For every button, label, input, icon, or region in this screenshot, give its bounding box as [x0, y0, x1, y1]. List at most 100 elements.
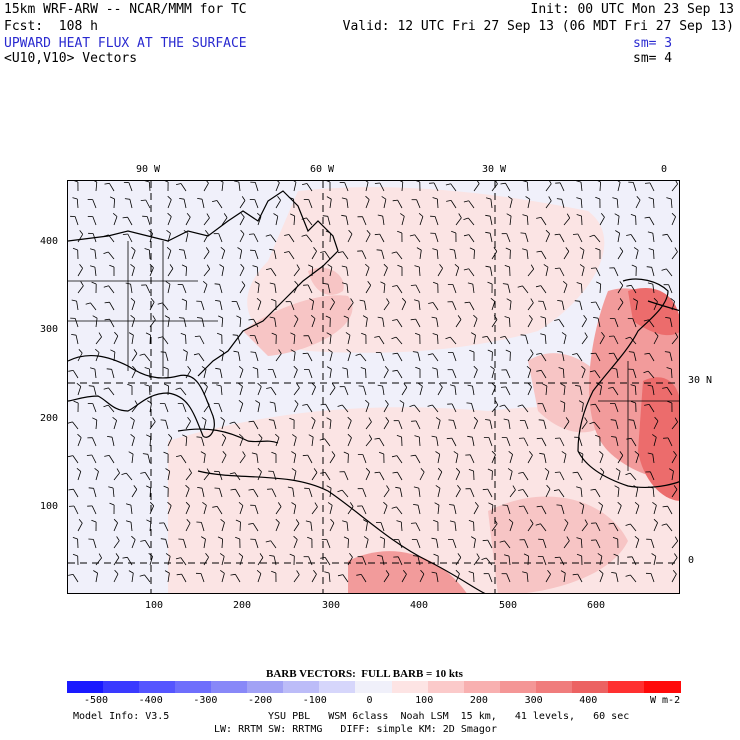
wind-barb-feather — [414, 332, 420, 336]
wind-barb-feather — [289, 553, 295, 557]
wind-barb-feather — [427, 353, 433, 356]
wind-barb-shaft — [273, 250, 277, 260]
wind-barb-feather — [438, 467, 443, 473]
wind-barb-shaft — [542, 539, 547, 549]
wind-barb-shaft — [183, 199, 187, 209]
wind-barb-shaft — [221, 538, 223, 549]
wind-barb-feather — [122, 216, 128, 219]
wind-barb-feather — [89, 248, 96, 251]
wind-barb-feather — [614, 213, 620, 217]
wind-barb-shaft — [396, 251, 403, 260]
wind-barb-shaft — [216, 506, 223, 515]
wind-barb-feather — [619, 247, 624, 252]
wind-barb-shaft — [671, 421, 678, 430]
wind-barb-shaft — [599, 573, 604, 583]
wind-barb-feather — [365, 181, 369, 183]
model-info: Model Info: V3.5 — [73, 711, 170, 722]
wind-barb-feather — [103, 234, 109, 237]
wind-barb-feather — [647, 282, 653, 285]
wind-barb-shaft — [581, 369, 586, 379]
wind-barb-shaft — [650, 573, 655, 583]
wind-barb-shaft — [508, 420, 511, 430]
wind-barb-feather — [305, 520, 311, 523]
wind-barb-feather — [644, 352, 650, 355]
wind-barb-feather — [435, 417, 441, 421]
wind-barb-shaft — [652, 454, 655, 464]
wind-barb-shaft — [311, 318, 316, 328]
wind-barb-feather — [490, 297, 496, 302]
wind-barb-shaft — [365, 368, 367, 379]
wind-barb-feather — [149, 263, 154, 268]
wind-barb-feather — [499, 404, 505, 407]
wind-barb-shaft — [455, 319, 462, 328]
wind-barb-shaft — [653, 420, 659, 430]
flux-salmon-amazon — [348, 551, 467, 593]
wind-barb-feather — [634, 450, 639, 455]
wind-barb-feather — [506, 213, 512, 217]
wind-barb-feather — [194, 335, 200, 337]
wind-barb-feather — [104, 182, 110, 185]
vector-title: <U10,V10> Vectors — [4, 51, 138, 66]
wind-barb-feather — [576, 537, 582, 540]
wind-barb-shaft — [597, 318, 601, 328]
wind-barb-feather — [271, 451, 277, 455]
wind-barb-shaft — [127, 217, 133, 226]
wind-barb-feather — [522, 181, 528, 183]
wind-barb-shaft — [595, 301, 601, 311]
wind-barb-feather — [292, 434, 297, 438]
wind-barb-shaft — [77, 471, 82, 481]
wind-barb-shaft — [436, 573, 439, 583]
wind-barb-feather — [220, 416, 225, 421]
wind-barb-feather — [579, 247, 585, 251]
wind-barb-feather — [590, 352, 596, 355]
wind-barb-shaft — [364, 301, 367, 311]
wind-barb-feather — [446, 437, 452, 440]
wind-barb-shaft — [95, 352, 100, 362]
wind-barb-feather — [494, 519, 498, 524]
wind-barb-shaft — [581, 336, 588, 345]
flux-pink-coast — [243, 295, 353, 356]
wind-barb-shaft — [563, 573, 566, 583]
wind-barb-feather — [414, 435, 420, 438]
wind-barb-shaft — [167, 216, 172, 226]
wind-barb-feather — [505, 247, 511, 251]
wind-barb-feather — [144, 384, 150, 387]
wind-barb-shaft — [165, 420, 169, 430]
wind-barb-shaft — [326, 539, 331, 549]
wind-barb-shaft — [508, 556, 511, 566]
wind-barb-feather — [561, 451, 567, 455]
wind-barb-shaft — [324, 438, 331, 447]
wind-barb-feather — [107, 436, 113, 438]
wind-barb-feather — [399, 400, 405, 404]
wind-barb-feather — [400, 213, 405, 217]
wind-barb-feather — [420, 569, 425, 575]
wind-barb-shaft — [545, 573, 551, 583]
wind-barb-shaft — [346, 267, 349, 277]
wind-barb-feather — [432, 248, 438, 251]
wind-barb-shaft — [489, 216, 493, 226]
wind-barb-feather — [182, 349, 188, 353]
wind-barb-shaft — [491, 301, 496, 311]
wind-barb-feather — [203, 382, 208, 387]
wind-barb-shaft — [522, 404, 529, 413]
wind-barb-shaft — [401, 181, 404, 192]
wind-barb-shaft — [203, 183, 209, 192]
wind-barb-shaft — [472, 386, 475, 396]
wind-barb-shaft — [310, 522, 313, 532]
wind-barb-feather — [599, 569, 604, 574]
wind-barb-shaft — [472, 284, 475, 294]
wind-barb-feather — [331, 298, 335, 303]
wind-barb-shaft — [127, 557, 133, 566]
wind-barb-feather — [103, 387, 109, 390]
wind-barb-feather — [397, 230, 403, 234]
wind-barb-feather — [589, 234, 595, 238]
wind-barb-shaft — [149, 334, 151, 345]
colorbar-swatch — [175, 681, 213, 693]
wind-barb-feather — [590, 267, 597, 269]
wind-barb-feather — [71, 334, 77, 336]
wind-barb-feather — [269, 248, 275, 251]
wind-barb-feather — [545, 229, 550, 234]
wind-barb-feather — [130, 263, 135, 268]
wind-barb-shaft — [239, 455, 246, 464]
wind-barb-shaft — [652, 487, 655, 498]
